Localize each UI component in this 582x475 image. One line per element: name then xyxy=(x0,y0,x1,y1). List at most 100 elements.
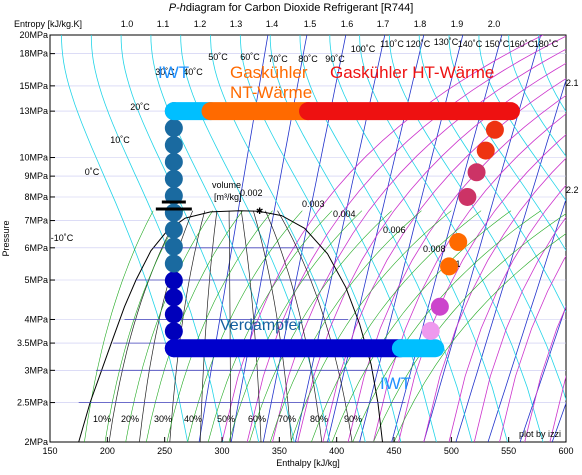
volume-label: 0.008 xyxy=(423,244,446,254)
expansion-dot xyxy=(164,288,183,307)
compression-point xyxy=(440,257,459,276)
isotherm-line xyxy=(568,35,582,442)
temperature-label: 90˚C xyxy=(325,54,345,64)
isochore-line xyxy=(221,35,544,442)
expansion-dot xyxy=(164,271,183,290)
entropy-right-label: 2.2 xyxy=(566,185,579,195)
isotherm-line xyxy=(389,35,566,402)
compression-point xyxy=(485,120,504,139)
y-tick-label: 10MPa xyxy=(19,153,48,163)
compression-point xyxy=(476,141,495,160)
temperature-label: 80˚C xyxy=(298,54,318,64)
expansion-dot xyxy=(164,305,183,324)
cycle-label: NT-Wärme xyxy=(230,83,312,102)
entropy-tick-label: 1.8 xyxy=(414,19,427,29)
isotherm-line xyxy=(538,35,566,113)
credit-label: plot by izzi xyxy=(519,429,561,439)
quality-label: 10% xyxy=(93,414,111,424)
y-tick-label: 5MPa xyxy=(24,275,48,285)
isochore-line xyxy=(373,113,566,442)
y-tick-label: 13MPa xyxy=(19,106,48,116)
cycle-label: Gaskühler HT-Wärme xyxy=(330,63,494,82)
y-tick-label: 2.5MPa xyxy=(17,398,48,408)
isochore-dome-line xyxy=(228,210,363,442)
x-tick-label: 550 xyxy=(501,446,516,456)
expansion-dot xyxy=(164,237,183,256)
quality-label: 20% xyxy=(121,414,139,424)
chart-title: P-hdiagram for Carbon Dioxide Refrigeran… xyxy=(169,2,414,14)
temperature-label: 30˚C xyxy=(155,67,175,77)
cycle-label: IWT xyxy=(158,63,189,82)
compression-point xyxy=(421,321,440,340)
expansion-dot xyxy=(164,169,183,188)
y-tick-label: 6MPa xyxy=(24,243,48,253)
x-tick-label: 500 xyxy=(444,446,459,456)
expansion-dot xyxy=(164,220,183,239)
chart-title-rest: diagram for Carbon Dioxide Refrigerant [… xyxy=(186,2,413,14)
y-tick-label: 3MPa xyxy=(24,365,48,375)
temperature-label: 10˚C xyxy=(110,135,130,145)
volume-label: 0.006 xyxy=(383,225,406,235)
y-tick-label: 3.5MPa xyxy=(17,338,48,348)
entropy-tick-label: 1.1 xyxy=(157,19,170,29)
quality-line xyxy=(199,210,218,442)
volume-title: volume xyxy=(212,180,241,190)
y-tick-label: 9MPa xyxy=(24,171,48,181)
isotherm-line xyxy=(448,35,566,252)
entropy-tick-label: 1.9 xyxy=(451,19,464,29)
isochore-line xyxy=(423,157,566,442)
temperature-label: 180˚C xyxy=(534,39,559,49)
x-tick-label: 150 xyxy=(42,446,57,456)
quality-line xyxy=(139,210,194,442)
isotherm-line xyxy=(239,35,402,442)
temperature-label: 70˚C xyxy=(268,54,288,64)
isochore-dome-line xyxy=(290,210,452,442)
expansion-dot xyxy=(164,136,183,155)
isochore-line xyxy=(272,48,566,442)
y-tick-label: 8MPa xyxy=(24,192,48,202)
isochore-line xyxy=(499,255,566,442)
x-tick-label: 300 xyxy=(214,446,229,456)
entropy-tick-label: 2.0 xyxy=(488,19,501,29)
volume-unit: [m³/kg] xyxy=(214,192,242,202)
temperature-label: 20˚C xyxy=(130,102,150,112)
x-tick-label: 200 xyxy=(100,446,115,456)
cycle-label: Gaskühler xyxy=(230,63,308,82)
temperature-label: 100˚C xyxy=(351,44,376,54)
entropy-tick-label: 1.3 xyxy=(230,19,243,29)
temperature-label: 150˚C xyxy=(485,39,510,49)
y-tick-label: 20MPa xyxy=(19,30,48,40)
expansion-dot xyxy=(164,119,183,138)
y-tick-label: 7MPa xyxy=(24,216,48,226)
quality-label: 40% xyxy=(184,414,202,424)
isochore-dome-line xyxy=(373,213,566,442)
isochore-line xyxy=(398,134,566,442)
isochore-dome-line xyxy=(187,210,303,442)
temperature-label: 50˚C xyxy=(208,52,228,62)
volume-label: 0.004 xyxy=(333,209,356,219)
quality-label: 60% xyxy=(248,414,266,424)
quality-line xyxy=(252,210,292,442)
isochore-dome-line xyxy=(207,210,333,442)
compression-point xyxy=(449,233,468,252)
entropy-tick-label: 1.2 xyxy=(194,19,207,29)
isotherm-line xyxy=(508,35,566,157)
cycle-label: Verdampfer xyxy=(220,317,303,334)
isochore-line xyxy=(473,216,566,442)
x-tick-label: 400 xyxy=(329,446,344,456)
y-axis-label: Pressure xyxy=(1,220,11,256)
chart-title-italic: P-h xyxy=(169,2,186,14)
expansion-dot xyxy=(164,186,183,205)
entropy-tick-label: 1.0 xyxy=(121,19,134,29)
quality-label: 90% xyxy=(344,414,362,424)
isochore-line xyxy=(297,62,566,442)
entropy-axis-label: Entropy [kJ/kg.K] xyxy=(14,19,82,29)
volume-label: 0.003 xyxy=(302,199,325,209)
quality-label: 50% xyxy=(217,414,235,424)
entropy-right-label: 2.1 xyxy=(566,78,579,88)
x-tick-label: 600 xyxy=(558,446,573,456)
quality-label: 80% xyxy=(310,414,328,424)
compression-point xyxy=(430,297,449,316)
quality-label: 30% xyxy=(154,414,172,424)
